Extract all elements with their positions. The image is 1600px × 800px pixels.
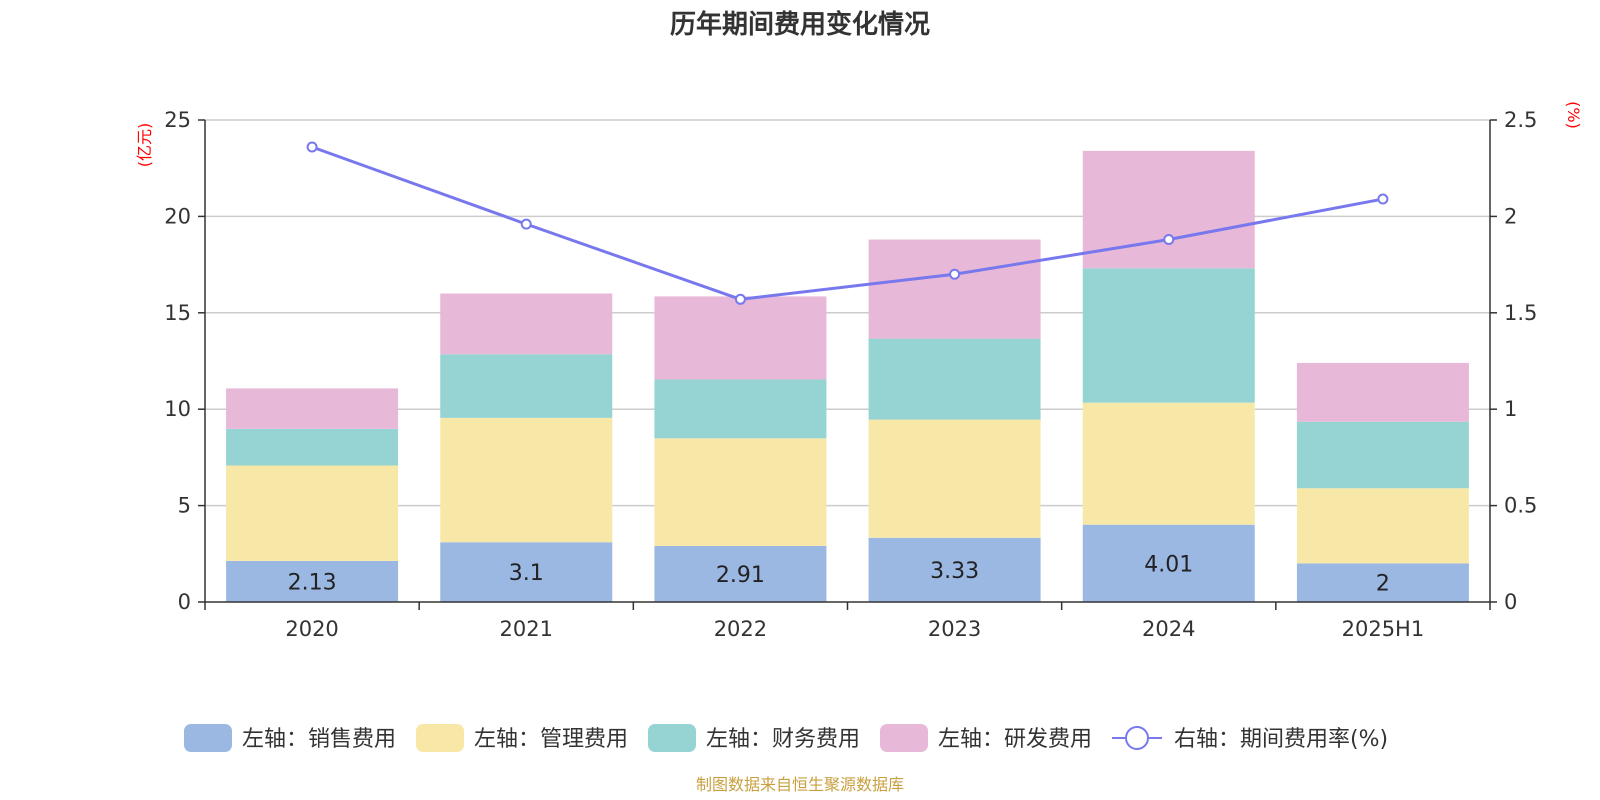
source-note: 制图数据来自恒生聚源数据库: [696, 775, 904, 794]
bar-data-label: 2.13: [288, 570, 337, 595]
x-axis-category-label: 2024: [1142, 617, 1195, 641]
bar-segment: [654, 438, 827, 546]
legend: 左轴：销售费用 左轴：管理费用 左轴：财务费用 左轴：研发费用 右轴：期间费用率(%): [184, 724, 1388, 752]
bar-segment: [440, 354, 613, 418]
bar-segment: [226, 465, 399, 561]
bar-segment: [226, 388, 399, 429]
bar-segment: [868, 537, 1041, 602]
rate-point: [306, 141, 318, 153]
bars: [226, 150, 1469, 602]
data-labels: 2.13 3.1 2.91 3.33 4.01 2: [288, 552, 1390, 596]
right-axis-tick-label: 0: [1504, 590, 1517, 614]
bar-segment: [226, 560, 399, 602]
x-axis-category-label: 2025H1: [1342, 617, 1425, 641]
x-axis-category-label: 2021: [500, 617, 553, 641]
left-axis-tick-label: 15: [164, 301, 191, 325]
bar-segment: [654, 379, 827, 439]
rate-line: [311, 145, 1384, 301]
bar-data-label: 3.1: [509, 561, 544, 586]
bar-segment: [868, 338, 1041, 420]
bar-segment: [868, 419, 1041, 538]
bar-segment: [1082, 268, 1255, 403]
rate-point: [734, 293, 746, 305]
bar-segment: [1296, 421, 1469, 489]
right-axis-tick-label: 2: [1504, 204, 1517, 228]
right-axis-tick-label: 0.5: [1504, 494, 1537, 518]
legend-label: 左轴：财务费用: [706, 727, 860, 752]
rate-point: [520, 218, 532, 230]
line-series: [306, 141, 1389, 305]
bar-segment: [868, 239, 1041, 339]
bar-segment: [654, 545, 827, 602]
bar-data-label: 2.91: [716, 563, 765, 588]
left-axis-tick-label: 5: [178, 494, 191, 518]
x-axis-category-label: 2020: [285, 617, 338, 641]
rate-point: [1163, 234, 1175, 246]
left-axis-tick-label: 20: [164, 204, 191, 228]
bar-segment: [440, 542, 613, 602]
bar-segment: [440, 417, 613, 543]
rate-point: [949, 268, 961, 280]
legend-label: 右轴：期间费用率(%): [1174, 727, 1388, 752]
legend-label: 左轴：研发费用: [938, 727, 1092, 752]
grid: [205, 119, 1490, 507]
bar-segment: [654, 296, 827, 380]
right-axis-tick-label: 1.5: [1504, 301, 1537, 325]
x-axis-category-label: 2022: [714, 617, 767, 641]
legend-swatch: [880, 724, 928, 752]
axes: 0 5 10 15 20 25 0 0.5 1 1.5 2 2.5 (亿元) (%) 2020 2021 202…: [135, 101, 1583, 641]
legend-swatch: [416, 724, 464, 752]
bar-data-label: 4.01: [1144, 552, 1193, 577]
chart-title: 历年期间费用变化情况: [670, 9, 930, 40]
bar-segment: [1082, 402, 1255, 525]
bar-segment: [1296, 362, 1469, 422]
bar-segment: [226, 428, 399, 466]
bar-segment: [1296, 488, 1469, 564]
bar-segment: [440, 293, 613, 355]
rate-point: [1377, 193, 1389, 205]
right-axis-tick-label: 2.5: [1504, 108, 1537, 132]
x-axis-category-label: 2023: [928, 617, 981, 641]
bar-data-label: 2: [1376, 572, 1390, 597]
legend-label: 左轴：管理费用: [474, 727, 628, 752]
bar-data-label: 3.33: [930, 559, 979, 584]
legend-label: 左轴：销售费用: [242, 727, 396, 752]
right-axis-tick-label: 1: [1504, 397, 1517, 421]
legend-swatch: [648, 724, 696, 752]
left-axis-tick-label: 0: [178, 590, 191, 614]
left-axis-unit: (亿元): [135, 123, 154, 168]
left-axis-tick-label: 25: [164, 108, 191, 132]
bar-segment: [1082, 524, 1255, 602]
left-axis-tick-label: 10: [164, 397, 191, 421]
bar-segment: [1296, 563, 1469, 602]
legend-swatch: [184, 724, 232, 752]
right-axis-unit: (%): [1564, 101, 1583, 129]
legend-circle-icon: [1125, 726, 1149, 750]
